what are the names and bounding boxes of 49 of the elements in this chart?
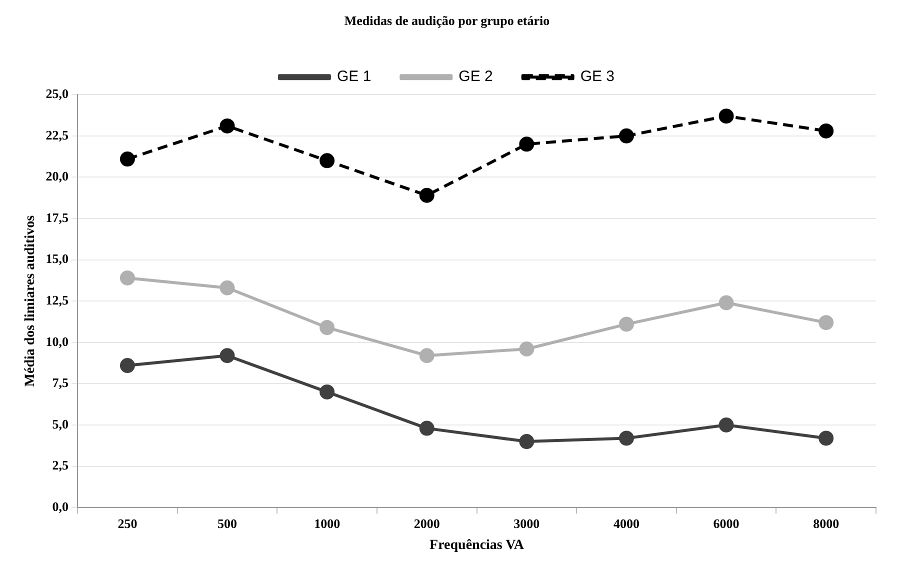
y-tick-label: 7,5: [52, 375, 70, 390]
point: [419, 188, 434, 203]
point: [320, 320, 335, 336]
point: [718, 418, 734, 432]
chart-title: Medidas de audição por grupo etário: [344, 13, 550, 28]
point: [818, 430, 834, 446]
point: [220, 348, 235, 364]
x-tick-label: 1000: [314, 516, 340, 531]
point: [320, 153, 335, 168]
point: [120, 358, 135, 374]
y-axis-title: Média dos limiares auditivos: [23, 214, 38, 387]
y-tick-label: 25,0: [46, 86, 69, 101]
point: [120, 152, 135, 167]
x-axis-title: Frequências VA: [430, 538, 525, 554]
y-tick-label: 17,5: [46, 210, 70, 225]
x-tick-label: 3000: [514, 516, 540, 531]
point: [120, 270, 135, 286]
y-tick-label: 20,0: [46, 168, 69, 184]
legend-label: GE 2: [458, 68, 493, 86]
point: [220, 118, 235, 134]
y-tick-label: 5,0: [52, 416, 69, 432]
point: [519, 136, 534, 152]
x-tick-label: 2000: [414, 516, 440, 531]
y-tick-label: 2,5: [52, 458, 70, 473]
point: [618, 128, 634, 144]
legend-label: GE 3: [580, 68, 615, 86]
point: [519, 434, 534, 450]
x-tick-label: 4000: [613, 516, 640, 531]
y-tick-label: 12,5: [46, 292, 70, 308]
point: [618, 316, 634, 332]
point: [220, 280, 235, 296]
point: [519, 342, 534, 357]
x-tick-label: 8000: [813, 516, 840, 531]
y-tick-label: 0,0: [52, 498, 69, 514]
x-tick-label: 500: [218, 516, 238, 531]
point: [818, 315, 834, 330]
point: [618, 430, 634, 446]
point: [419, 348, 434, 364]
point: [718, 108, 734, 124]
point: [419, 420, 434, 436]
x-tick-label: 6000: [713, 516, 740, 531]
y-tick-label: 15,0: [46, 251, 69, 266]
y-tick-label: 10,0: [46, 334, 69, 349]
point: [818, 123, 834, 138]
y-tick-label: 22,5: [46, 127, 70, 142]
legend-label: GE 1: [336, 68, 372, 86]
x-tick-label: 250: [118, 516, 138, 531]
point: [718, 295, 734, 310]
point: [320, 384, 335, 400]
